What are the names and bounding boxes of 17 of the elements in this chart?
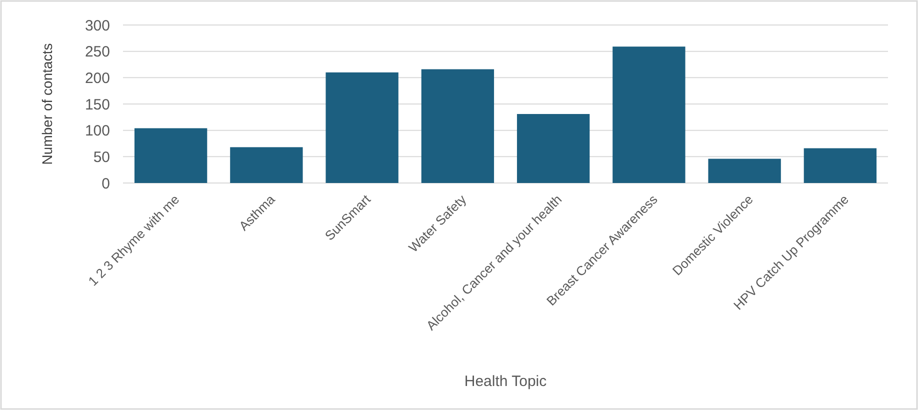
y-tick-label: 100	[84, 122, 110, 140]
bar	[612, 46, 686, 183]
y-tick-label: 50	[93, 148, 110, 166]
y-tick-label: 0	[102, 175, 110, 192]
x-axis-title: Health Topic	[464, 373, 548, 390]
y-axis-title: Number of contacts	[39, 43, 55, 165]
bar	[804, 148, 877, 183]
bar	[230, 147, 303, 183]
bar	[134, 128, 208, 183]
y-tick-label: 200	[84, 70, 110, 87]
bar	[516, 114, 590, 183]
bar	[326, 72, 398, 183]
y-tick-label: 250	[84, 44, 110, 61]
y-tick-label: 300	[84, 17, 110, 34]
y-tick-label: 150	[84, 96, 110, 114]
bar	[708, 158, 781, 183]
bar	[421, 69, 494, 183]
